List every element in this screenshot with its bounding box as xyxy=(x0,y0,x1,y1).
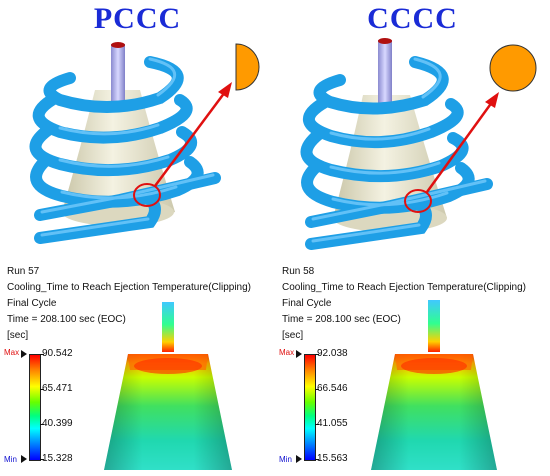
max-marker-icon xyxy=(21,350,27,358)
panel-title: CCCC xyxy=(367,2,458,35)
coil-model-render xyxy=(300,38,537,470)
min-marker-icon xyxy=(296,455,302,463)
max-marker-icon xyxy=(296,350,302,358)
legend-min-label: Min xyxy=(4,455,17,464)
unit-label: [sec] xyxy=(282,330,304,341)
legend-value-2: 66.546 xyxy=(317,383,348,394)
panel-pccc: PCCC xyxy=(4,2,260,470)
coil-model-render xyxy=(29,42,260,470)
run-label: Run 57 xyxy=(7,266,40,277)
time-label: Time = 208.100 sec (EOC) xyxy=(282,314,401,325)
unit-label: [sec] xyxy=(7,330,29,341)
result-info: Run 58 Cooling_Time to Reach Ejection Te… xyxy=(282,264,526,344)
min-marker-icon xyxy=(21,455,27,463)
panel-title: PCCC xyxy=(93,2,182,35)
legend-value-min: 15.563 xyxy=(317,453,348,464)
color-legend: Max Min 90.542 65.471 40.399 15.328 xyxy=(4,348,74,468)
legend-value-max: 92.038 xyxy=(317,348,348,359)
legend-colorbar xyxy=(304,354,316,461)
color-legend: Max Min 92.038 66.546 41.055 15.563 xyxy=(279,348,349,468)
run-label: Run 58 xyxy=(282,266,315,277)
legend-max-label: Max xyxy=(4,348,20,357)
cycle-label: Final Cycle xyxy=(7,298,57,309)
legend-colorbar xyxy=(29,354,41,461)
legend-value-3: 40.399 xyxy=(42,418,73,429)
result-name: Cooling_Time to Reach Ejection Temperatu… xyxy=(282,282,527,293)
panel-cccc: CCCC Run 58 xyxy=(275,0,550,476)
legend-value-2: 65.471 xyxy=(42,383,73,394)
legend-value-min: 15.328 xyxy=(42,453,73,464)
legend-min-label: Min xyxy=(279,455,292,464)
result-info: Run 57 Cooling_Time to Reach Ejection Te… xyxy=(7,264,251,344)
legend-value-3: 41.055 xyxy=(317,418,348,429)
result-name: Cooling_Time to Reach Ejection Temperatu… xyxy=(7,282,252,293)
time-label: Time = 208.100 sec (EOC) xyxy=(7,314,126,325)
legend-value-max: 90.542 xyxy=(42,348,73,359)
legend-max-label: Max xyxy=(279,348,295,357)
cycle-label: Final Cycle xyxy=(282,298,332,309)
